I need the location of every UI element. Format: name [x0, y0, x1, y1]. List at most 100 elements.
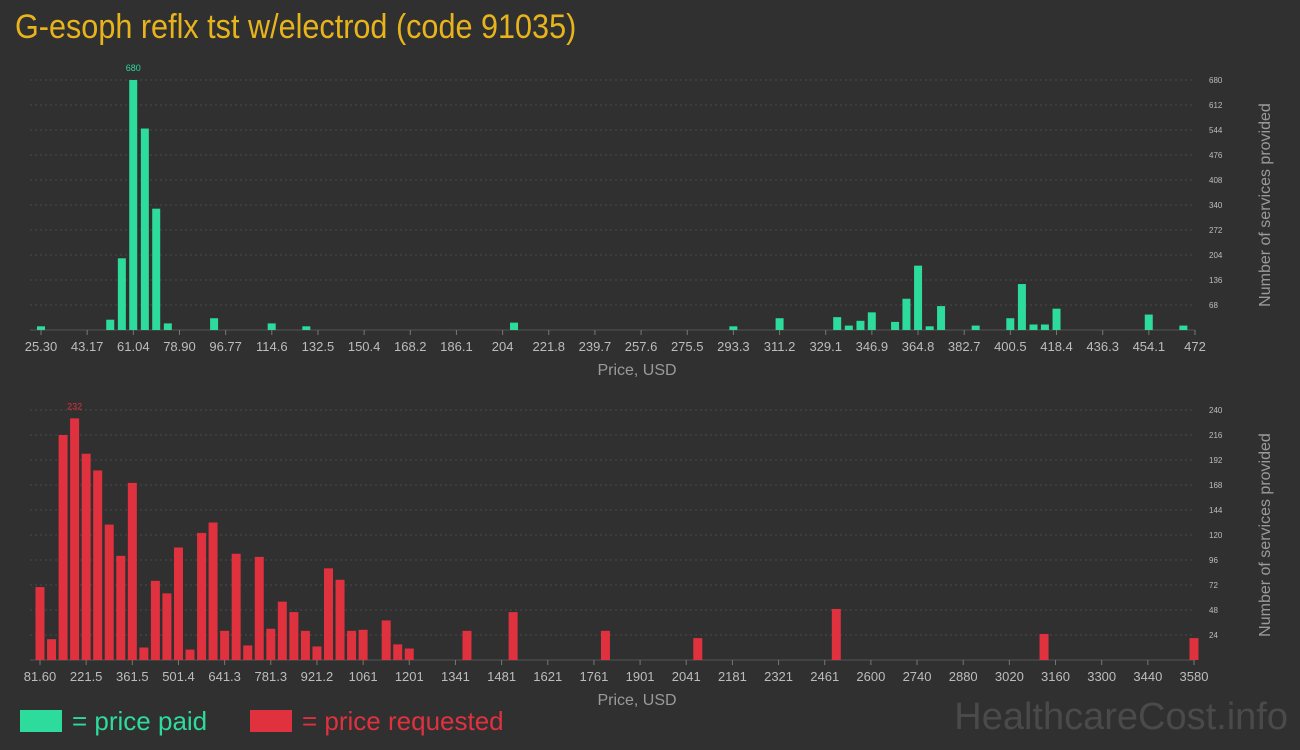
- legend-price-paid: = price paid: [20, 703, 207, 739]
- x-tick-label: 25.30: [25, 339, 58, 354]
- x-tick-label: 346.9: [856, 339, 889, 354]
- x-tick-label: 221.5: [70, 669, 103, 684]
- x-tick-label: 2880: [949, 669, 978, 684]
- bar: [902, 298, 911, 330]
- bar: [600, 630, 610, 660]
- y-tick-label: 544: [1209, 126, 1223, 135]
- x-tick-label: 1341: [441, 669, 470, 684]
- bar: [243, 645, 253, 660]
- bar: [324, 568, 333, 660]
- chart-title: G-esoph reflx tst w/electrod (code 91035…: [15, 8, 577, 46]
- bar: [867, 312, 876, 330]
- x-tick-label: 186.1: [440, 339, 473, 354]
- bar: [70, 418, 80, 660]
- y-axis-title: Number of services provided: [1257, 103, 1274, 307]
- x-tick-label: 329.1: [809, 339, 842, 354]
- bar: [312, 646, 322, 660]
- bar: [197, 532, 207, 660]
- x-tick-label: 1901: [626, 669, 655, 684]
- bar: [300, 630, 310, 660]
- bar: [289, 612, 299, 660]
- y-tick-label: 340: [1209, 201, 1223, 210]
- bar: [729, 326, 738, 330]
- bar: [140, 128, 149, 330]
- bar: [37, 326, 45, 330]
- bar: [1144, 314, 1153, 330]
- y-tick-label: 408: [1209, 176, 1223, 185]
- bar: [1179, 325, 1188, 330]
- brand-watermark: HealthcareCost.info: [954, 696, 1288, 738]
- bar: [891, 321, 900, 330]
- x-tick-label: 1761: [579, 669, 608, 684]
- x-tick-label: 2041: [672, 669, 701, 684]
- bar: [462, 630, 472, 660]
- y-tick-label: 204: [1209, 251, 1223, 260]
- x-tick-label: 1201: [395, 669, 424, 684]
- bar: [139, 647, 149, 660]
- x-tick-label: 2461: [810, 669, 839, 684]
- x-tick-label: 472: [1184, 339, 1206, 354]
- bar: [347, 630, 357, 660]
- x-tick-label: 3300: [1087, 669, 1116, 684]
- x-tick-label: 257.6: [625, 339, 658, 354]
- x-tick-label: 3580: [1180, 669, 1209, 684]
- x-tick-label: 3020: [995, 669, 1024, 684]
- y-tick-label: 192: [1209, 456, 1223, 465]
- x-tick-label: 2740: [903, 669, 932, 684]
- bar: [58, 435, 68, 660]
- x-axis-title: Price, USD: [597, 692, 676, 709]
- x-tick-label: 454.1: [1133, 339, 1166, 354]
- y-tick-label: 216: [1209, 431, 1223, 440]
- y-tick-label: 476: [1209, 151, 1223, 160]
- x-tick-label: 2600: [856, 669, 885, 684]
- y-tick-label: 272: [1209, 226, 1223, 235]
- legend-swatch-requested: [250, 710, 292, 732]
- bar: [335, 579, 345, 660]
- bar: [93, 470, 103, 660]
- bar: [358, 629, 368, 660]
- bar: [210, 318, 219, 330]
- bar: [381, 620, 391, 660]
- x-tick-label: 1061: [349, 669, 378, 684]
- y-tick-label: 136: [1209, 276, 1223, 285]
- legend-price-requested: = price requested: [250, 703, 504, 739]
- y-tick-label: 96: [1209, 556, 1218, 565]
- bar: [775, 318, 784, 330]
- bar: [1029, 324, 1038, 330]
- x-tick-label: 921.2: [301, 669, 334, 684]
- bar: [266, 628, 276, 660]
- bar: [220, 630, 230, 660]
- x-tick-label: 239.7: [579, 339, 612, 354]
- bar: [971, 325, 980, 330]
- y-tick-label: 120: [1209, 531, 1223, 540]
- bar: [937, 306, 946, 330]
- bar: [106, 319, 115, 330]
- bar: [277, 601, 287, 660]
- x-tick-label: 501.4: [162, 669, 195, 684]
- x-tick-label: 3440: [1133, 669, 1162, 684]
- bar: [1017, 284, 1026, 330]
- bar: [129, 80, 138, 330]
- bar: [1006, 318, 1015, 330]
- bar: [117, 258, 126, 330]
- bar: [856, 320, 865, 330]
- legend-label-requested: = price requested: [302, 705, 504, 736]
- x-tick-label: 293.3: [717, 339, 750, 354]
- x-tick-label: 81.60: [24, 669, 57, 684]
- price-paid-chart: 68 136 204 272 340 408 476 544 612 680 680 25.30 43.…: [25, 63, 1274, 379]
- x-tick-label: 43.17: [71, 339, 104, 354]
- x-tick-label: 3160: [1041, 669, 1070, 684]
- bar: [162, 593, 172, 660]
- bar: [693, 638, 703, 660]
- bar: [404, 648, 414, 660]
- y-tick-label: 612: [1209, 101, 1223, 110]
- x-tick-label: 361.5: [116, 669, 149, 684]
- bar: [173, 547, 183, 660]
- bar: [510, 322, 519, 330]
- x-tick-label: 168.2: [394, 339, 427, 354]
- x-tick-label: 1621: [533, 669, 562, 684]
- y-tick-label: 68: [1209, 301, 1218, 310]
- bar: [833, 317, 842, 330]
- x-tick-label: 78.90: [163, 339, 196, 354]
- x-tick-label: 96.77: [209, 339, 242, 354]
